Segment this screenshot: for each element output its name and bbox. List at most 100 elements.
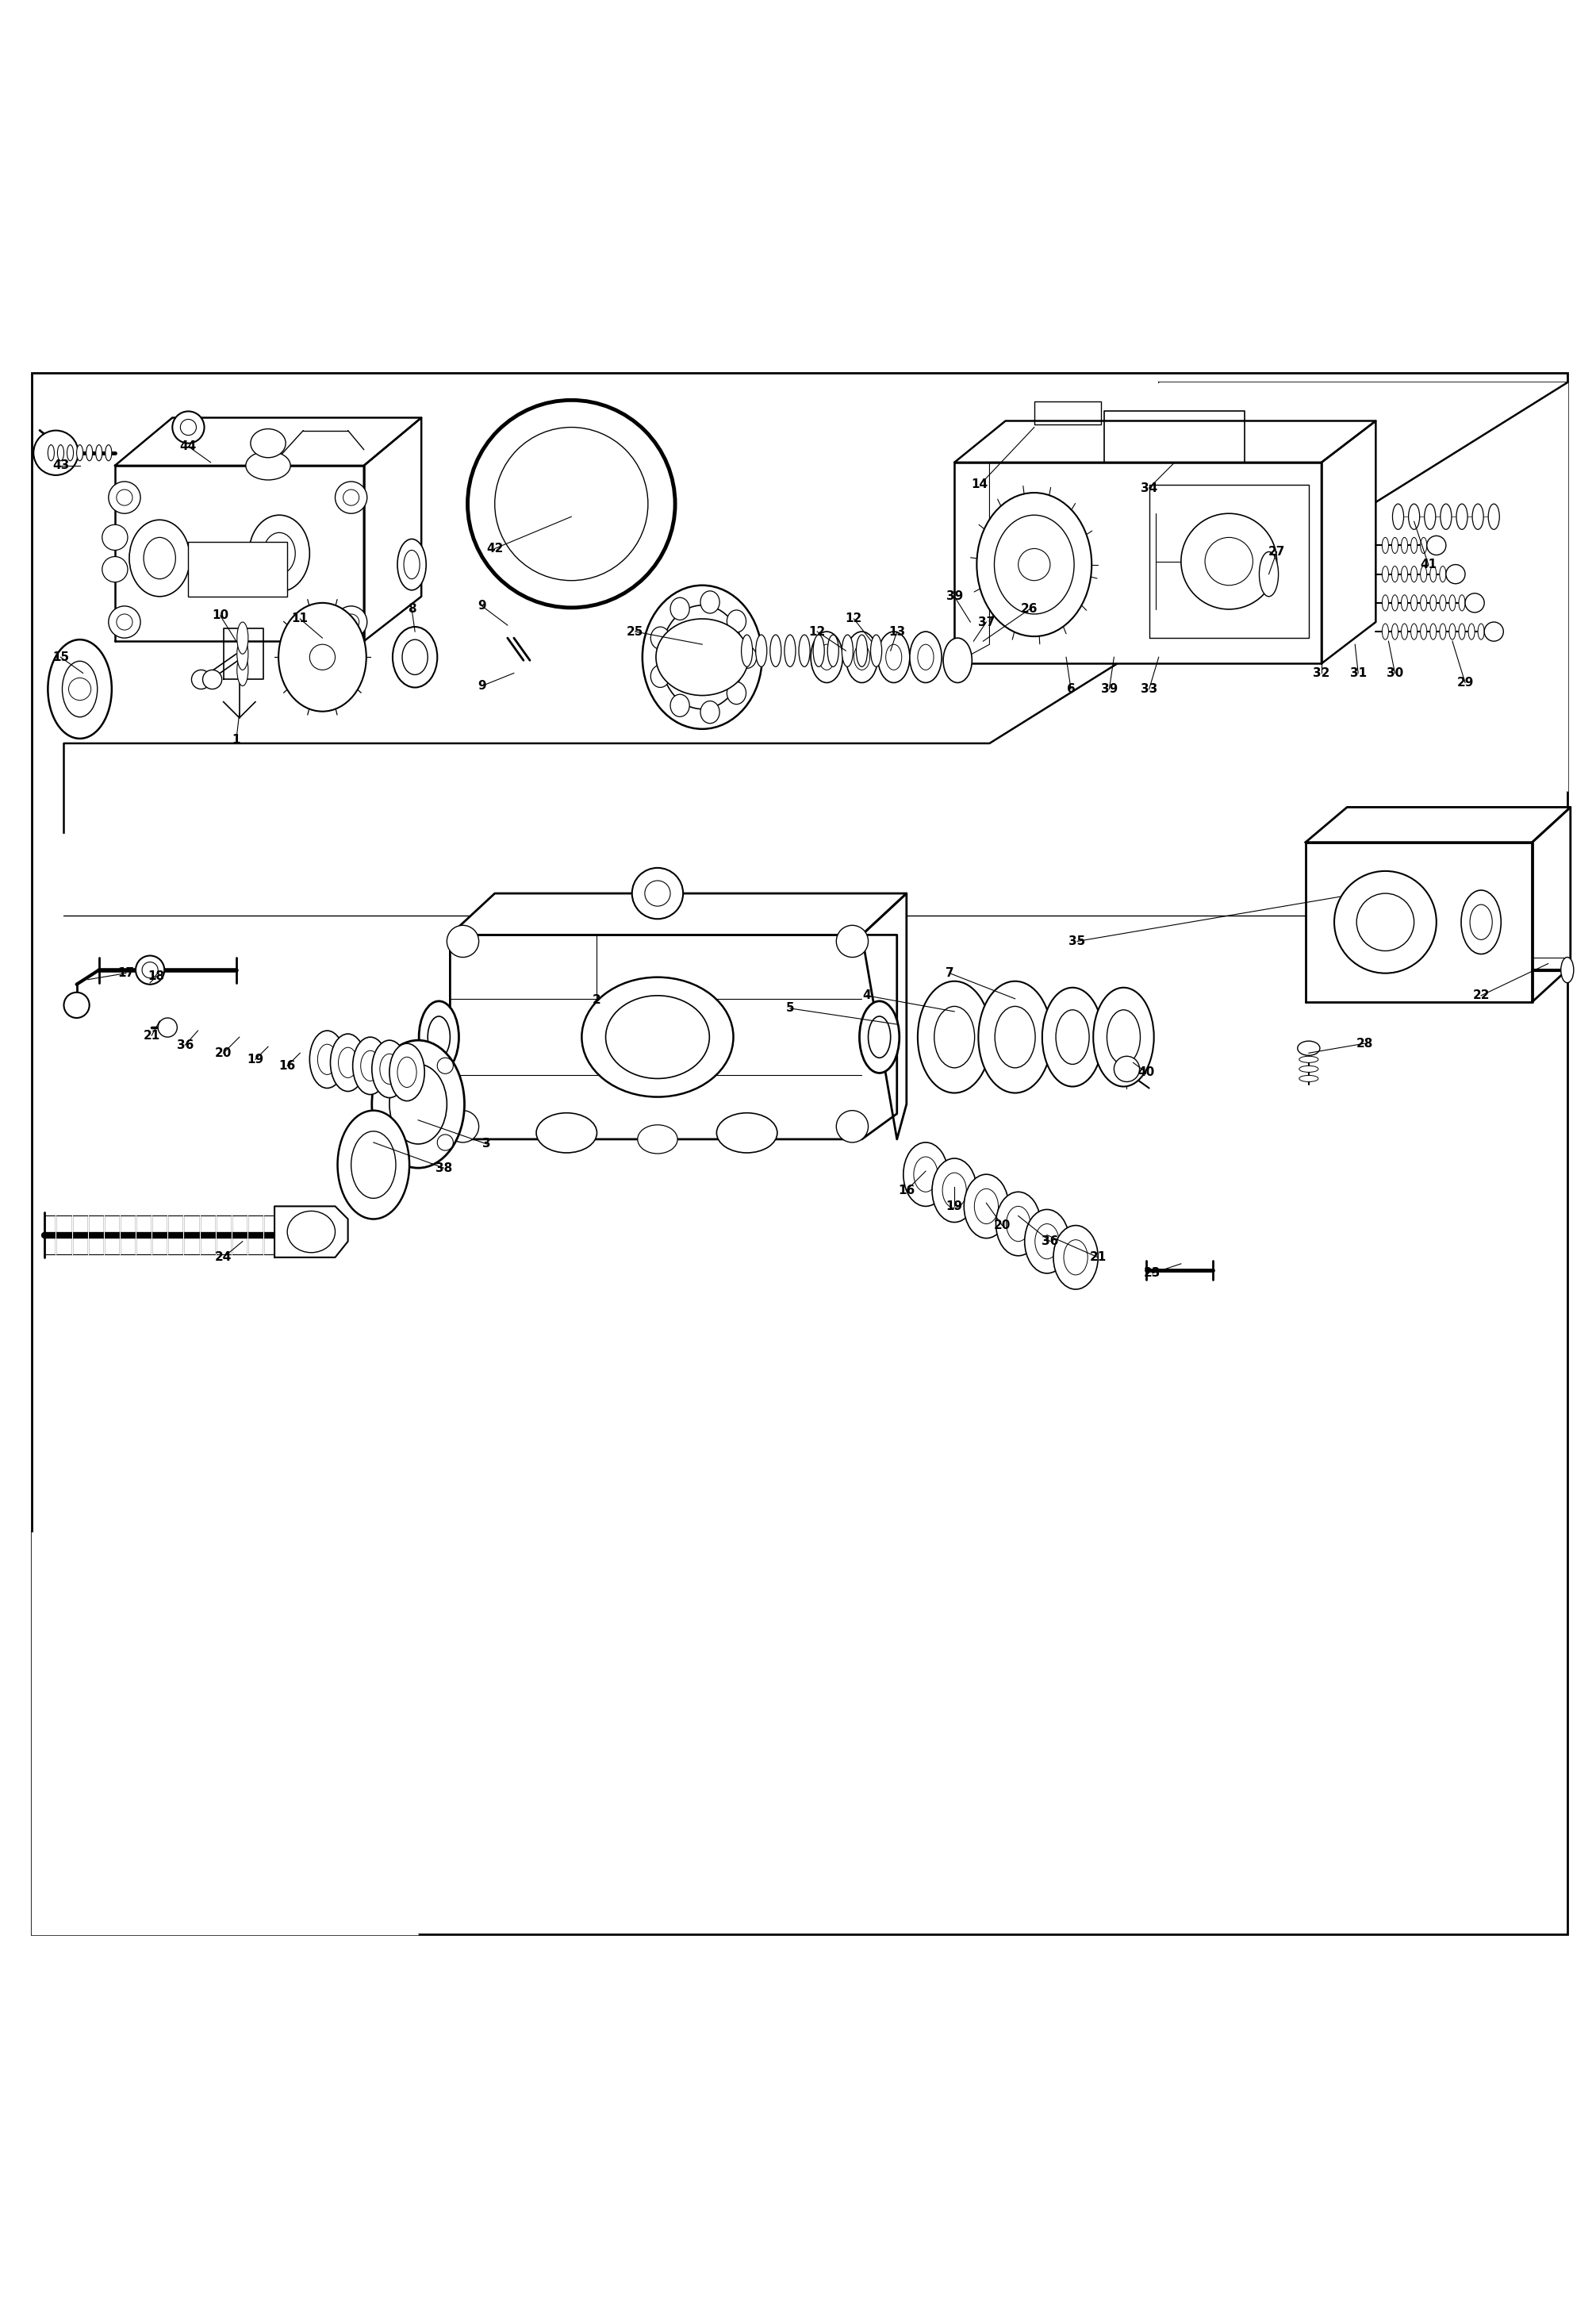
Circle shape [203,670,222,689]
Text: 19: 19 [946,1200,962,1212]
Polygon shape [364,417,421,641]
Ellipse shape [389,1044,425,1101]
Text: 3: 3 [482,1138,492,1150]
Circle shape [1465,594,1484,613]
Ellipse shape [1487,505,1499,530]
Text: 39: 39 [1101,682,1117,696]
Text: 18: 18 [148,970,164,982]
Ellipse shape [536,1113,597,1152]
Ellipse shape [1093,988,1154,1087]
Ellipse shape [1401,624,1408,641]
Ellipse shape [1456,505,1467,530]
Text: 41: 41 [1420,558,1436,571]
Polygon shape [1159,382,1567,790]
Polygon shape [223,629,263,680]
Ellipse shape [701,590,720,613]
Text: 24: 24 [215,1251,231,1263]
Ellipse shape [977,493,1092,636]
Polygon shape [275,1207,348,1258]
Ellipse shape [994,1007,1036,1067]
Text: 33: 33 [1141,682,1157,696]
Ellipse shape [1462,889,1500,954]
Ellipse shape [670,694,689,717]
Ellipse shape [1468,624,1475,641]
Circle shape [437,1134,453,1150]
Ellipse shape [769,636,782,666]
Text: 23: 23 [1144,1267,1160,1279]
Ellipse shape [1459,594,1465,611]
Ellipse shape [726,611,745,631]
Text: 16: 16 [899,1184,915,1196]
Ellipse shape [48,445,54,461]
Ellipse shape [397,539,426,590]
Circle shape [102,558,128,583]
Ellipse shape [1430,624,1436,641]
Ellipse shape [910,631,942,682]
Ellipse shape [642,585,763,728]
Ellipse shape [932,1159,977,1221]
Circle shape [437,1058,453,1074]
Polygon shape [1532,806,1570,1002]
Ellipse shape [1440,505,1451,530]
Ellipse shape [670,597,689,620]
Ellipse shape [886,645,902,670]
Ellipse shape [1420,567,1427,583]
Ellipse shape [389,1064,447,1145]
Ellipse shape [48,641,112,740]
Circle shape [117,488,132,505]
Circle shape [1334,871,1436,972]
Text: 7: 7 [945,968,954,979]
Ellipse shape [878,631,910,682]
Ellipse shape [1299,1067,1318,1071]
Ellipse shape [903,1143,948,1207]
Ellipse shape [1382,594,1389,611]
Polygon shape [1306,806,1570,843]
Ellipse shape [1411,537,1417,553]
Ellipse shape [811,631,843,682]
Polygon shape [862,894,907,1138]
Circle shape [1357,894,1414,952]
Text: 5: 5 [785,1002,795,1014]
Ellipse shape [1034,1223,1060,1258]
Circle shape [632,869,683,919]
Ellipse shape [651,627,670,650]
Ellipse shape [129,521,190,597]
Ellipse shape [236,654,247,687]
Text: 25: 25 [627,627,643,638]
Ellipse shape [854,645,870,670]
Ellipse shape [57,445,64,461]
Text: 43: 43 [53,458,69,472]
Ellipse shape [318,1044,337,1074]
Text: 1: 1 [231,735,241,746]
Ellipse shape [1411,624,1417,641]
Ellipse shape [251,429,286,458]
Ellipse shape [372,1041,407,1097]
Text: 15: 15 [53,652,69,664]
Ellipse shape [741,636,753,666]
Ellipse shape [330,1034,365,1092]
Circle shape [343,488,359,505]
Circle shape [1205,537,1253,585]
Text: 12: 12 [846,613,862,624]
Polygon shape [954,422,1376,463]
Ellipse shape [819,645,835,670]
Circle shape [1114,1055,1140,1083]
Ellipse shape [942,1173,966,1207]
Ellipse shape [279,604,365,712]
Ellipse shape [1561,956,1574,984]
Circle shape [192,670,211,689]
Polygon shape [1321,422,1376,664]
Text: 22: 22 [1473,991,1489,1002]
Ellipse shape [67,445,73,461]
Text: 17: 17 [118,968,134,979]
Text: 11: 11 [292,613,308,624]
Ellipse shape [846,631,878,682]
Ellipse shape [701,700,720,723]
Ellipse shape [868,1016,891,1058]
Circle shape [836,926,868,956]
Ellipse shape [418,1002,460,1074]
Ellipse shape [1411,594,1417,611]
Ellipse shape [918,982,991,1092]
Ellipse shape [918,645,934,670]
Circle shape [686,641,718,673]
